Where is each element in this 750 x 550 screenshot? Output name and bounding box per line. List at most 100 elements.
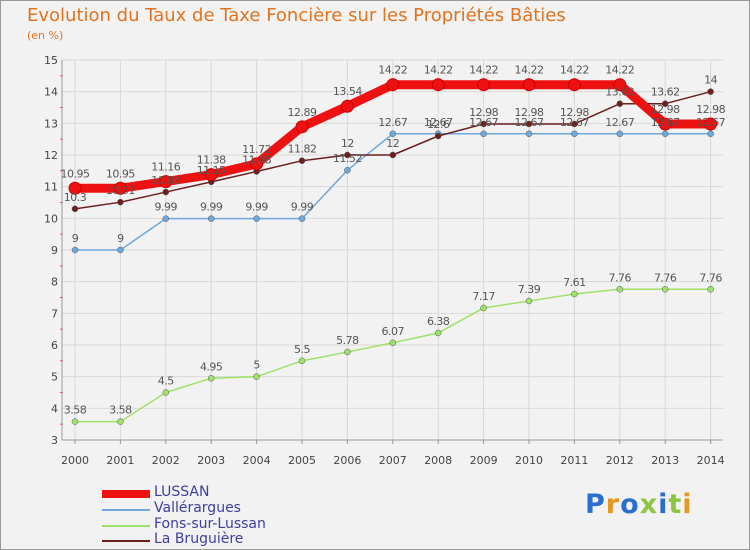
data-point [250, 157, 264, 171]
data-point [71, 246, 79, 254]
logo-letter: i [658, 489, 669, 520]
data-label: 6.38 [427, 315, 450, 328]
x-tick-label: 2010 [515, 454, 543, 467]
data-point [204, 168, 218, 182]
data-point [707, 286, 714, 293]
data-label: 9 [117, 232, 124, 245]
data-point [704, 117, 718, 131]
grid [62, 59, 723, 441]
data-label: 9.99 [245, 201, 268, 214]
data-point [389, 130, 397, 138]
data-point [340, 99, 354, 113]
data-label: 9.99 [155, 201, 178, 214]
data-point [616, 286, 624, 293]
data-label: 13.62 [605, 86, 634, 99]
data-label: 11.48 [242, 153, 271, 166]
x-tick-label: 2013 [651, 454, 679, 467]
data-point [661, 130, 669, 138]
data-point [207, 375, 215, 382]
data-point [522, 78, 536, 92]
data-label: 9.99 [200, 201, 223, 214]
data-point [707, 130, 714, 138]
x-tick-label: 2014 [697, 454, 725, 467]
data-label: 7.61 [563, 276, 586, 289]
data-label: 9.99 [291, 201, 314, 214]
data-point [434, 132, 442, 140]
data-label: 12.98 [651, 103, 680, 116]
data-point [298, 357, 306, 365]
data-label: 11.15 [197, 164, 226, 177]
data-label: 7.76 [699, 271, 722, 284]
legend-swatch [102, 525, 150, 527]
data-point [295, 120, 309, 134]
logo-letter: o [620, 489, 640, 520]
data-point [389, 339, 397, 347]
data-label: 10.95 [61, 167, 90, 180]
x-tick-label: 2011 [560, 454, 588, 467]
data-point [480, 130, 487, 138]
data-point [661, 100, 669, 107]
data-point [480, 304, 487, 312]
y-tick-label: 14 [44, 86, 58, 99]
proxiti-logo: Proxiti [585, 489, 693, 520]
data-point [613, 78, 627, 92]
y-tick-label: 5 [51, 371, 58, 384]
y-tick-label: 10 [44, 212, 58, 225]
axes: 3 4 5 6 7 8 9 10 11 12 13 14 15 2000 2001 2002 2003 2004 2… [44, 54, 725, 467]
data-label: 3.58 [109, 404, 132, 417]
data-point [571, 130, 578, 138]
data-label: 14 [704, 74, 717, 87]
data-point [567, 78, 581, 92]
data-label: 12.98 [560, 106, 589, 119]
data-point [344, 151, 351, 159]
x-tick-label: 2000 [61, 454, 89, 467]
y-tick-label: 15 [44, 54, 58, 67]
y-tick-label: 12 [44, 149, 58, 162]
data-point [253, 373, 260, 380]
data-point [68, 181, 82, 195]
data-point [298, 215, 306, 222]
data-label: 14.22 [424, 64, 453, 77]
data-label: 11.16 [151, 161, 180, 174]
data-point [117, 198, 124, 206]
data-label: 14.22 [515, 64, 544, 77]
data-label: 13.54 [333, 85, 362, 98]
logo-letter: t [668, 489, 683, 520]
data-label: 12.89 [288, 106, 317, 119]
chart-title: Evolution du Taux de Taxe Foncière sur l… [27, 5, 566, 26]
x-tick-label: 2002 [152, 454, 180, 467]
data-point [162, 188, 170, 196]
data-point [159, 175, 173, 189]
data-label: 12.67 [378, 116, 407, 129]
x-tick-label: 2006 [333, 454, 361, 467]
logo-letter: P [585, 489, 606, 520]
data-label: 12.98 [696, 103, 725, 116]
logo-letter: r [605, 489, 621, 520]
data-label: 9 [72, 232, 79, 245]
data-point [616, 100, 624, 107]
data-label: 10.3 [64, 191, 87, 204]
x-tick-label: 2004 [243, 454, 271, 467]
data-point [431, 78, 445, 92]
data-point [480, 120, 487, 128]
y-tick-label: 4 [51, 402, 58, 415]
x-tick-label: 2001 [106, 454, 134, 467]
data-point [344, 348, 351, 356]
data-point [571, 120, 578, 128]
data-label: 12.67 [515, 116, 544, 129]
legend-label: LUSSAN [154, 484, 210, 500]
data-label: 5.5 [294, 343, 310, 356]
data-label: 14.22 [378, 64, 407, 77]
data-point [477, 78, 491, 92]
logo-letter: x [639, 489, 659, 520]
data-labels: 10.95 10.95 11.16 11.38 11.72 12.89 13.54 14.22… [61, 64, 727, 417]
data-point [162, 389, 170, 396]
unit-label: (en %) [27, 29, 64, 42]
data-point [113, 181, 127, 195]
x-tick-label: 2005 [288, 454, 316, 467]
legend-swatch [102, 490, 150, 498]
data-label: 6.07 [382, 325, 405, 338]
data-label: 12.67 [651, 116, 680, 129]
data-label: 7.39 [518, 283, 541, 296]
legend-swatch [102, 540, 150, 542]
